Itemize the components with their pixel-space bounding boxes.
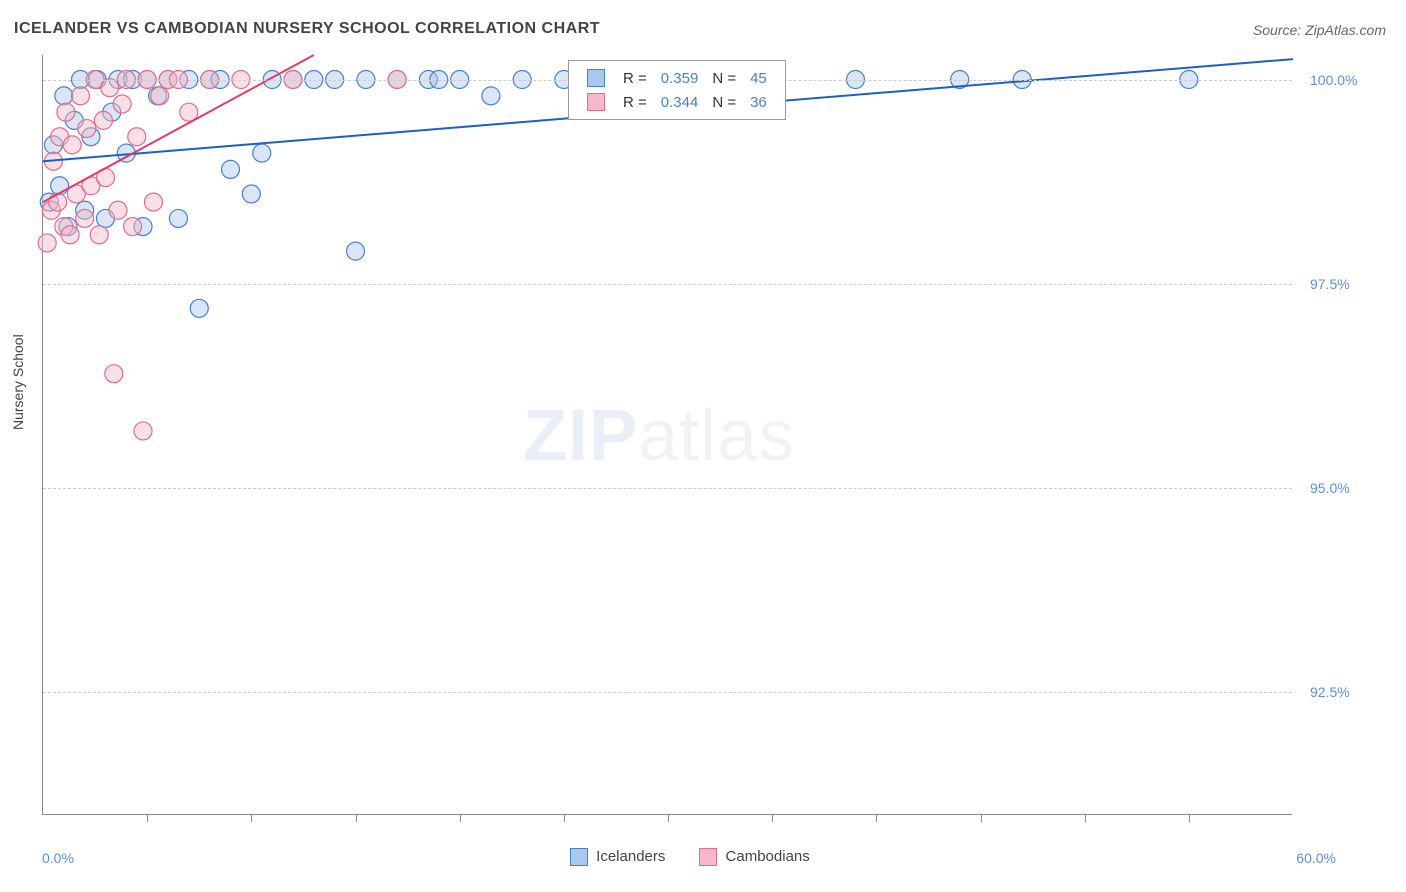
x-min-label: 0.0% [42, 850, 74, 866]
data-point [94, 111, 112, 129]
y-axis-label: Nursery School [10, 334, 26, 430]
legend-row: R =0.344N =36 [581, 91, 773, 113]
x-tick [147, 814, 148, 822]
data-point [113, 95, 131, 113]
x-tick [1189, 814, 1190, 822]
x-max-label: 60.0% [1296, 850, 1336, 866]
n-label: N = [706, 91, 742, 113]
data-point [55, 87, 73, 105]
legend-swatch [587, 93, 605, 111]
data-point [144, 193, 162, 211]
x-tick [1085, 814, 1086, 822]
data-point [90, 226, 108, 244]
x-tick [460, 814, 461, 822]
source-label: Source: ZipAtlas.com [1253, 22, 1386, 38]
legend-swatch [587, 69, 605, 87]
r-label: R = [617, 67, 653, 89]
correlation-legend: R =0.359N =45R =0.344N =36 [568, 60, 786, 120]
y-tick-label: 100.0% [1310, 72, 1357, 88]
data-point [63, 136, 81, 154]
chart-title: ICELANDER VS CAMBODIAN NURSERY SCHOOL CO… [14, 20, 600, 38]
r-value: 0.344 [655, 91, 705, 113]
x-tick [564, 814, 565, 822]
series-legend: Icelanders Cambodians [550, 848, 824, 866]
data-point [134, 422, 152, 440]
n-label: N = [706, 67, 742, 89]
r-value: 0.359 [655, 67, 705, 89]
gridline-h [43, 284, 1292, 285]
data-point [128, 128, 146, 146]
data-point [76, 209, 94, 227]
x-tick [981, 814, 982, 822]
r-label: R = [617, 91, 653, 113]
y-tick-label: 97.5% [1310, 276, 1350, 292]
data-point [222, 160, 240, 178]
data-point [169, 209, 187, 227]
data-point [109, 201, 127, 219]
y-tick-label: 92.5% [1310, 684, 1350, 700]
n-value: 36 [744, 91, 773, 113]
data-point [61, 226, 79, 244]
n-value: 45 [744, 67, 773, 89]
data-point [190, 299, 208, 317]
gridline-h [43, 692, 1292, 693]
data-point [105, 365, 123, 383]
data-point [253, 144, 271, 162]
plot-area: ZIPatlas [42, 55, 1292, 815]
data-point [482, 87, 500, 105]
legend-series-label: Icelanders [592, 848, 665, 865]
data-point [57, 103, 75, 121]
gridline-h [43, 488, 1292, 489]
legend-row: R =0.359N =45 [581, 67, 773, 89]
x-tick [668, 814, 669, 822]
x-tick [356, 814, 357, 822]
data-point [124, 218, 142, 236]
data-point [101, 79, 119, 97]
data-point [72, 87, 90, 105]
y-tick-label: 95.0% [1310, 480, 1350, 496]
legend-swatch [699, 848, 717, 866]
data-point [151, 87, 169, 105]
data-point [78, 120, 96, 138]
legend-series-label: Cambodians [721, 848, 809, 865]
x-tick [876, 814, 877, 822]
x-tick [251, 814, 252, 822]
scatter-svg [43, 55, 1292, 814]
data-point [49, 193, 67, 211]
data-point [347, 242, 365, 260]
x-tick [772, 814, 773, 822]
data-point [38, 234, 56, 252]
legend-swatch [570, 848, 588, 866]
data-point [242, 185, 260, 203]
